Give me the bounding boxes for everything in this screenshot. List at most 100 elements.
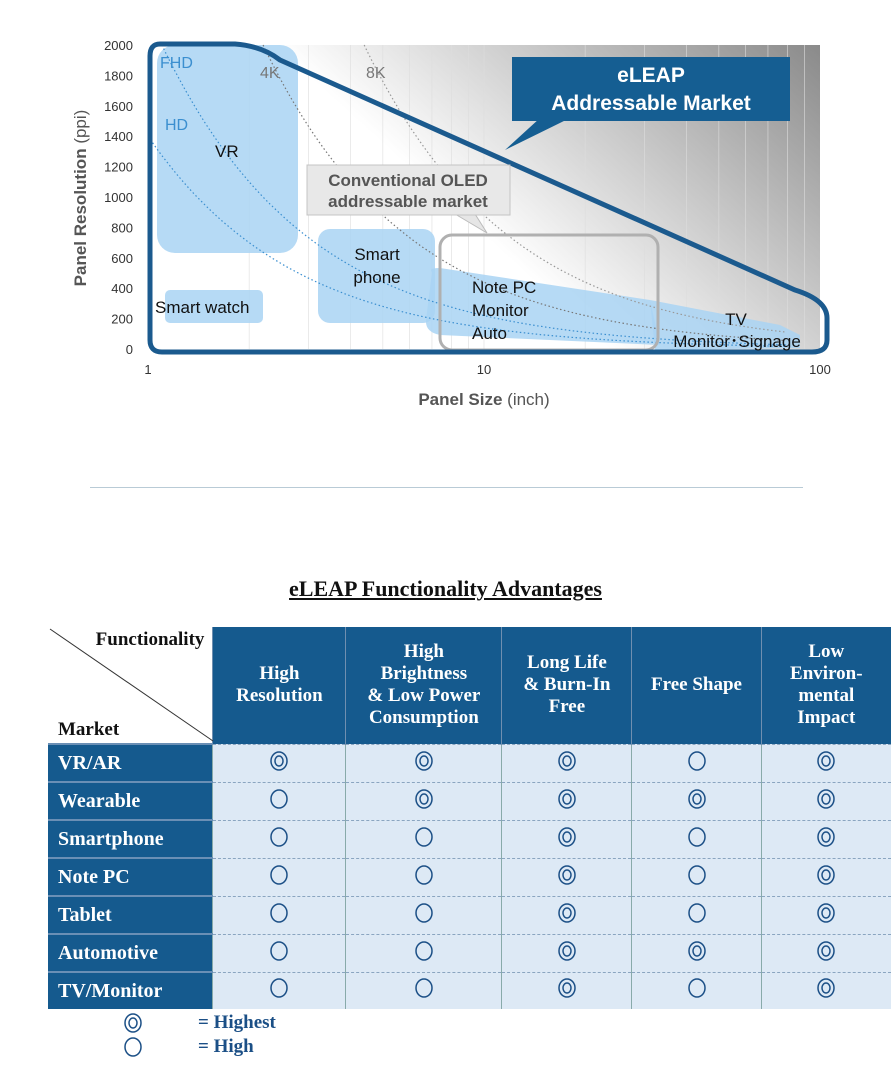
circle-icon: [270, 940, 289, 961]
y-tick-label: 1800: [104, 68, 133, 83]
double-circle-icon: [415, 750, 433, 771]
rating-cell: [501, 857, 632, 896]
double-circle-icon: [687, 940, 706, 961]
circle-icon: [270, 978, 289, 998]
double-circle-icon: [817, 788, 836, 809]
region-label: Auto: [472, 324, 507, 343]
curve-8k: [363, 44, 787, 333]
row-label: Smartphone: [48, 819, 213, 858]
circle-icon: [687, 978, 706, 998]
y-tick-label: 1200: [104, 160, 133, 175]
region-label: Monitor: [472, 301, 529, 320]
column-header: High Brightness & Low Power Consumption: [345, 627, 502, 744]
rating-cell: [345, 781, 502, 820]
rating-cell: [501, 743, 632, 782]
column-header: High Resolution: [212, 627, 346, 744]
rating-cell: [345, 743, 502, 782]
rating-cell: [631, 743, 762, 782]
rating-cell: [501, 895, 632, 934]
y-tick-label: 200: [111, 312, 133, 327]
circle-icon: [415, 940, 433, 961]
y-tick-label: 1400: [104, 129, 133, 144]
circle-icon: [687, 750, 706, 771]
curve-label-4k: 4K: [260, 65, 280, 82]
rating-cell: [345, 819, 502, 858]
row-label: Tablet: [48, 895, 213, 934]
x-tick-label: 100: [809, 362, 831, 377]
region-tv: [650, 300, 800, 350]
eleap-market-outline: [147, 41, 830, 355]
table-row: Automotive: [48, 933, 891, 972]
oled-callout-line2: addressable market: [328, 192, 488, 211]
table-row: Tablet: [48, 895, 891, 934]
eleap-callout-line2: Addressable Market: [551, 92, 751, 115]
curve-label-fhd: FHD: [160, 55, 193, 72]
y-tick-label: 600: [111, 251, 133, 266]
region-label: Smart: [354, 245, 400, 264]
row-label: Note PC: [48, 857, 213, 896]
resolution-vs-size-chart: HD FHD 4K 8K eLEAP Addressable Market Conve…: [71, 38, 831, 409]
rating-cell: [212, 819, 346, 858]
y-axis-label: Panel Resolution (ppi): [71, 110, 90, 287]
y-tick-label: 2000: [104, 38, 133, 53]
rating-cell: [631, 971, 762, 1009]
region-label: phone: [353, 268, 400, 287]
oled-callout: [306, 164, 511, 216]
rating-cell: [631, 857, 762, 896]
legend-highest: = Highest: [122, 1012, 276, 1040]
double-circle-icon: [558, 978, 576, 998]
circle-icon: [270, 864, 289, 885]
circle-icon: [270, 902, 289, 923]
rating-cell: [212, 971, 346, 1009]
curve-hd: [147, 135, 787, 347]
functionality-table: Functionality Market High Resolution High B…: [48, 627, 891, 1009]
double-circle-icon: [817, 826, 836, 847]
table-title: eLEAP Functionality Advantages: [289, 576, 602, 601]
column-header: Free Shape: [631, 627, 762, 744]
circle-icon: [270, 826, 289, 847]
y-tick-label: 400: [111, 281, 133, 296]
legend-high: = High: [122, 1036, 254, 1064]
curve-label-8k: 8K: [366, 65, 386, 82]
double-circle-icon: [558, 826, 576, 847]
table-row: Note PC: [48, 857, 891, 896]
rating-cell: [631, 933, 762, 972]
rating-cell: [212, 781, 346, 820]
circle-icon: [124, 1037, 142, 1057]
oled-callout-line1: Conventional OLED: [328, 171, 488, 190]
curve-fhd: [161, 44, 788, 346]
rating-cell: [501, 971, 632, 1009]
double-circle-icon: [270, 750, 289, 771]
curve-4k: [262, 44, 786, 342]
corner-functionality: Functionality: [95, 629, 205, 650]
row-label: Automotive: [48, 933, 213, 972]
row-label: VR/AR: [48, 743, 213, 782]
region-smart-watch: [165, 290, 263, 323]
double-circle-icon: [687, 788, 706, 809]
rating-cell: [212, 933, 346, 972]
double-circle-icon: [558, 902, 576, 923]
region-label: Monitor･Signage: [673, 332, 801, 351]
circle-icon: [415, 978, 433, 998]
region-note-pc: [425, 268, 660, 345]
rating-cell: [760, 743, 891, 782]
circle-icon: [270, 788, 289, 809]
corner-market: Market: [58, 719, 120, 740]
double-circle-icon: [415, 788, 433, 809]
circle-icon: [415, 902, 433, 923]
row-label: Wearable: [48, 781, 213, 820]
rating-cell: [760, 933, 891, 972]
x-tick-label: 1: [144, 362, 151, 377]
y-tick-label: 800: [111, 220, 133, 235]
y-tick-label: 1000: [104, 190, 133, 205]
double-circle-icon: [558, 940, 576, 961]
double-circle-icon: [817, 864, 836, 885]
x-axis-label: Panel Size (inch): [418, 390, 549, 409]
double-circle-icon: [817, 940, 836, 961]
rating-cell: [631, 819, 762, 858]
double-circle-icon: [817, 750, 836, 771]
double-circle-icon: [817, 978, 836, 998]
rating-cell: [501, 819, 632, 858]
corner-header: Functionality Market: [48, 627, 214, 744]
region-label: Note PC: [472, 278, 536, 297]
